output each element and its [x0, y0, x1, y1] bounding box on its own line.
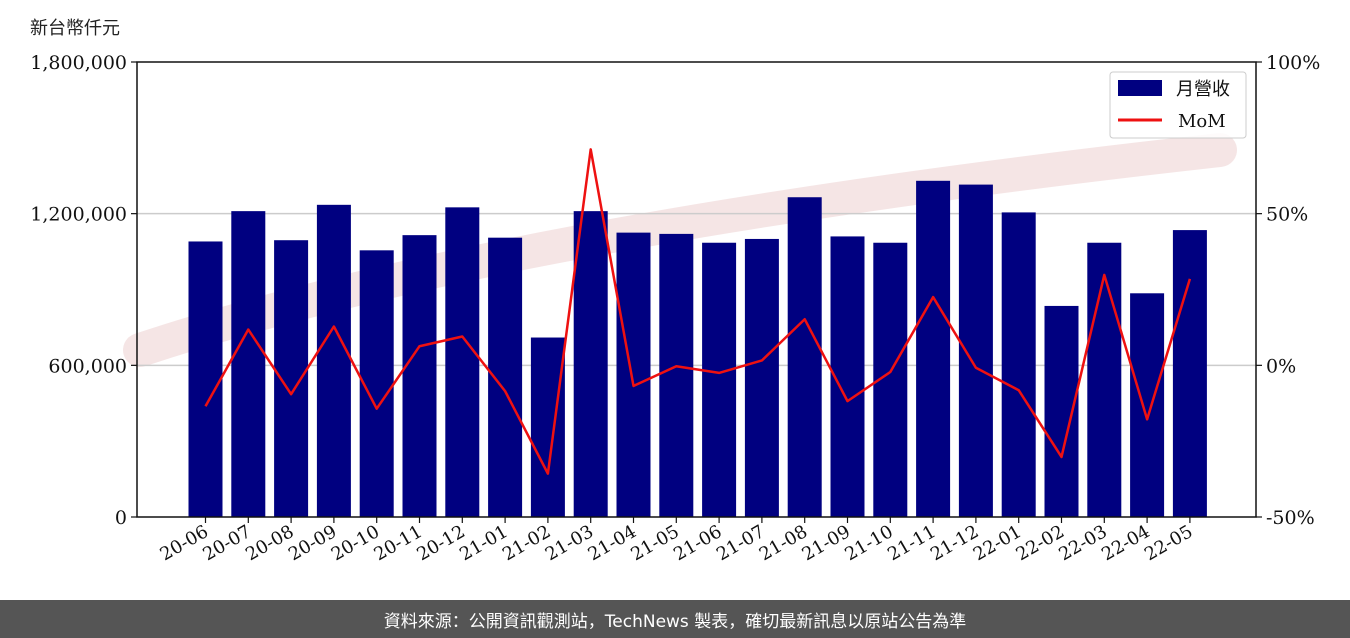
- x-tick-label: 20-10: [328, 521, 383, 565]
- left-tick-label: 0: [115, 507, 127, 529]
- x-tick-label: 21-10: [841, 521, 896, 565]
- left-tick-label: 600,000: [48, 355, 127, 377]
- bar-21-07: [744, 238, 779, 517]
- legend-line-label: MoM: [1178, 111, 1226, 132]
- x-tick-label: 21-12: [927, 521, 982, 565]
- x-tick-label: 21-01: [456, 521, 511, 565]
- bar-21-08: [787, 197, 822, 517]
- bar-20-08: [274, 240, 309, 518]
- legend-bar-swatch: [1118, 80, 1162, 96]
- left-tick-label: 1,800,000: [30, 52, 127, 74]
- left-y-axis: 0 600,000 1,200,000 1,800,000: [30, 52, 137, 529]
- x-tick-label: 20-07: [199, 521, 254, 565]
- x-tick-label: 22-02: [1013, 521, 1068, 565]
- bar-20-06: [188, 241, 223, 517]
- mom-line-series: [204, 148, 1192, 475]
- x-tick-label: 21-06: [670, 521, 725, 565]
- bar-21-02: [530, 337, 565, 517]
- footer-text: 資料來源：公開資訊觀測站，TechNews 製表，確切最新訊息以原站公告為準: [383, 611, 967, 632]
- bar-21-04: [616, 232, 651, 517]
- x-tick-label: 21-11: [884, 521, 939, 565]
- bar-22-01: [1001, 212, 1036, 517]
- x-tick-label: 22-03: [1055, 521, 1110, 565]
- right-tick-label: 50%: [1266, 204, 1308, 226]
- legend: 月營收 MoM: [1109, 71, 1247, 139]
- x-tick-label: 21-02: [499, 521, 554, 565]
- right-tick-label: -50%: [1266, 507, 1315, 529]
- x-tick-label: 20-09: [285, 521, 340, 565]
- y-axis-unit-label: 新台幣仟元: [30, 18, 120, 39]
- legend-bar-label: 月營收: [1176, 79, 1230, 100]
- plot-border: [136, 61, 1257, 518]
- source-footer: 資料來源：公開資訊觀測站，TechNews 製表，確切最新訊息以原站公告為準: [0, 600, 1350, 638]
- x-tick-label: 20-11: [371, 521, 426, 565]
- x-tick-label: 21-08: [756, 521, 811, 565]
- bar-20-11: [402, 235, 437, 517]
- bar-21-09: [830, 236, 865, 517]
- bar-22-03: [1087, 242, 1122, 517]
- bar-22-05: [1172, 230, 1207, 517]
- right-y-axis: -50% 0% 50% 100%: [1256, 52, 1320, 529]
- x-tick-label: 22-01: [970, 521, 1025, 565]
- x-tick-label: 21-09: [799, 521, 854, 565]
- x-tick-label: 21-05: [627, 521, 682, 565]
- x-tick-label: 21-04: [585, 521, 640, 565]
- mom-line: [204, 148, 1192, 475]
- x-tick-label: 20-08: [242, 521, 297, 565]
- x-tick-label: 22-05: [1141, 521, 1196, 565]
- bar-20-12: [445, 207, 480, 517]
- bar-21-03: [573, 211, 608, 517]
- bar-20-10: [359, 250, 394, 517]
- x-tick-label: 21-07: [713, 521, 768, 565]
- bar-21-06: [702, 242, 737, 517]
- plot-frame: [136, 61, 1257, 518]
- x-tick-label: 21-03: [542, 521, 597, 565]
- bar-20-07: [231, 211, 266, 517]
- bar-21-05: [659, 233, 694, 517]
- x-axis: 20-0620-0720-0820-0920-1020-1120-1221-01…: [157, 517, 1196, 565]
- x-tick-label: 20-12: [413, 521, 468, 565]
- revenue-chart: 0 600,000 1,200,000 1,800,000 -50% 0% 50% 100%…: [30, 52, 1320, 565]
- bar-22-04: [1130, 293, 1165, 517]
- x-tick-label: 20-06: [157, 521, 212, 565]
- bar-20-09: [316, 204, 351, 517]
- right-tick-label: 100%: [1266, 52, 1320, 74]
- x-tick-label: 22-04: [1098, 521, 1153, 565]
- bar-21-12: [958, 184, 993, 517]
- bar-21-11: [916, 180, 951, 518]
- left-tick-label: 1,200,000: [30, 204, 127, 226]
- right-tick-label: 0%: [1266, 355, 1296, 377]
